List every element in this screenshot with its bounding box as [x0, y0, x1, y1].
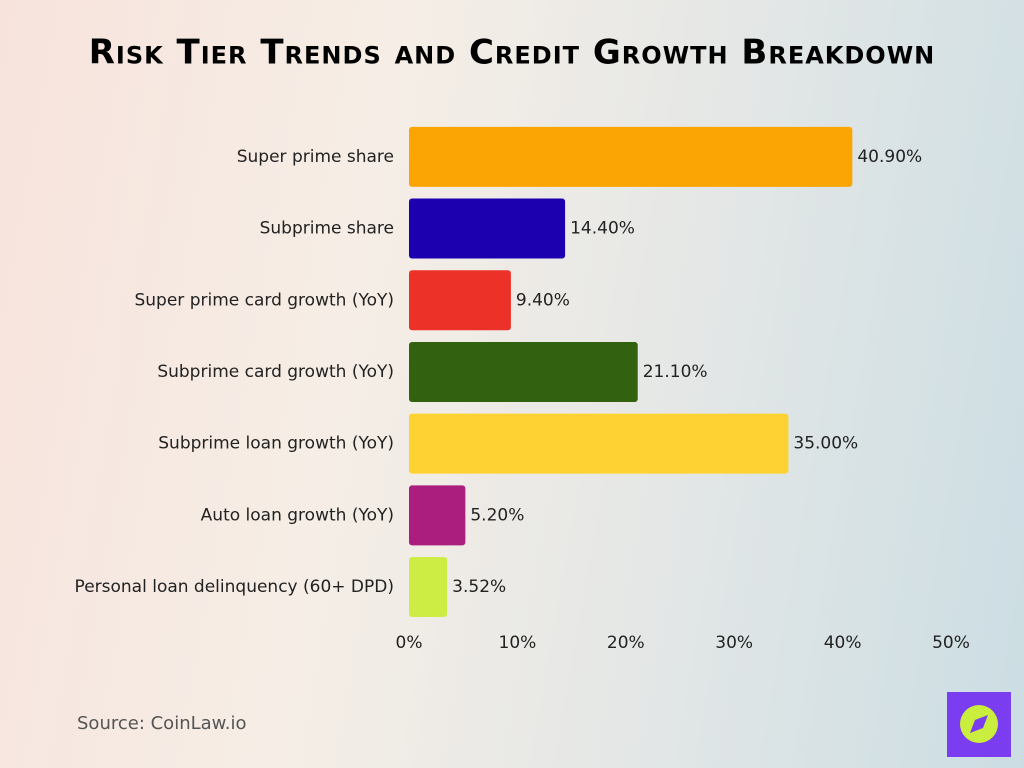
- y-tick-label: Super prime card growth (YoY): [134, 290, 394, 310]
- y-tick-label: Subprime share: [260, 219, 394, 239]
- x-tick-label: 0%: [396, 633, 423, 653]
- bar: [409, 557, 448, 618]
- value-label: 5.20%: [470, 505, 524, 525]
- y-tick-label: Personal loan delinquency (60+ DPD): [75, 577, 394, 597]
- bar: [409, 413, 789, 474]
- x-tick-label: 20%: [607, 633, 645, 653]
- value-label: 21.10%: [643, 362, 708, 382]
- logo-needle: [970, 715, 988, 733]
- bar: [409, 126, 853, 187]
- source-note: Source: CoinLaw.io: [77, 713, 246, 734]
- value-label: 3.52%: [452, 577, 506, 597]
- bar: [409, 198, 566, 259]
- x-tick-label: 10%: [499, 633, 537, 653]
- x-tick-label: 40%: [824, 633, 862, 653]
- bar: [409, 270, 511, 331]
- x-tick-label: 50%: [932, 633, 970, 653]
- y-tick-label: Subprime loan growth (YoY): [158, 434, 394, 454]
- logo: [947, 692, 1011, 757]
- y-tick-label: Subprime card growth (YoY): [157, 362, 394, 382]
- x-tick-label: 30%: [715, 633, 753, 653]
- value-label: 35.00%: [793, 434, 858, 454]
- value-label: 14.40%: [570, 219, 635, 239]
- bar: [409, 341, 638, 402]
- y-tick-label: Super prime share: [237, 147, 394, 167]
- chart-title: Risk Tier Trends and Credit Growth Break…: [89, 33, 936, 73]
- value-label: 40.90%: [857, 147, 922, 167]
- value-label: 9.40%: [516, 290, 570, 310]
- y-tick-label: Auto loan growth (YoY): [201, 505, 394, 525]
- bar: [409, 485, 466, 546]
